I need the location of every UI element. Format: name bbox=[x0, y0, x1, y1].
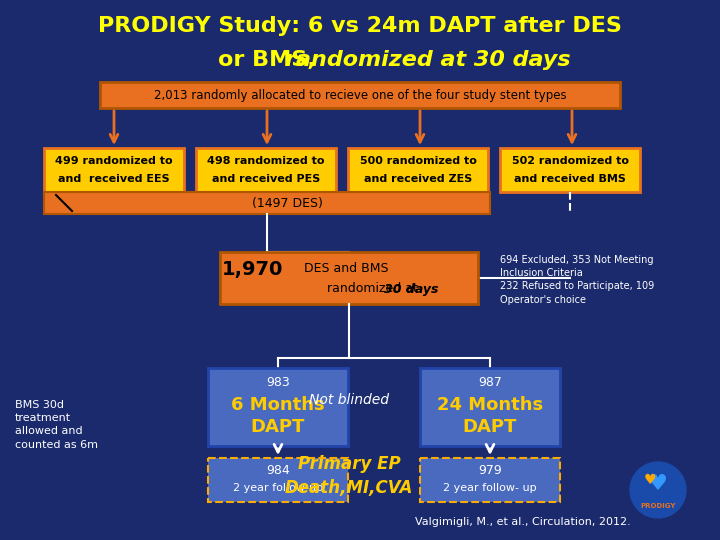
Text: 24 Months
DAPT: 24 Months DAPT bbox=[437, 396, 543, 436]
Text: DES and BMS: DES and BMS bbox=[300, 262, 389, 275]
Text: ♥: ♥ bbox=[648, 474, 668, 494]
Bar bbox=[44, 148, 184, 192]
Text: 502 randomized to: 502 randomized to bbox=[511, 156, 629, 166]
Text: 2 year follow- up: 2 year follow- up bbox=[444, 483, 537, 493]
Text: and received ZES: and received ZES bbox=[364, 174, 472, 184]
Text: 983: 983 bbox=[266, 375, 290, 388]
Bar bbox=[196, 148, 336, 192]
Bar bbox=[208, 458, 348, 502]
Text: 6 Months
DAPT: 6 Months DAPT bbox=[231, 396, 325, 436]
Bar bbox=[500, 148, 640, 192]
Text: and received BMS: and received BMS bbox=[514, 174, 626, 184]
Text: and  received EES: and received EES bbox=[58, 174, 170, 184]
Bar bbox=[420, 368, 560, 446]
Bar bbox=[44, 192, 490, 214]
Text: 2 year follow-up: 2 year follow-up bbox=[233, 483, 323, 493]
Bar bbox=[208, 368, 348, 446]
Bar bbox=[420, 458, 560, 502]
Text: randomized at: randomized at bbox=[327, 282, 422, 295]
Text: ♥: ♥ bbox=[644, 473, 656, 487]
Text: 987: 987 bbox=[478, 375, 502, 388]
Text: PRODIGY: PRODIGY bbox=[640, 503, 675, 509]
Text: or BMS,: or BMS, bbox=[218, 50, 323, 70]
Text: Not blinded: Not blinded bbox=[309, 393, 389, 407]
Text: 500 randomized to: 500 randomized to bbox=[359, 156, 477, 166]
Text: BMS 30d
treatment
allowed and
counted as 6m: BMS 30d treatment allowed and counted as… bbox=[15, 400, 98, 450]
Text: randomized at 30 days: randomized at 30 days bbox=[285, 50, 571, 70]
Text: 498 randomized to: 498 randomized to bbox=[207, 156, 325, 166]
Text: Primary EP
Death,MI,CVA: Primary EP Death,MI,CVA bbox=[285, 455, 413, 497]
Text: 2,013 randomly allocated to recieve one of the four study stent types: 2,013 randomly allocated to recieve one … bbox=[153, 89, 567, 102]
Text: (1497 DES): (1497 DES) bbox=[251, 197, 323, 210]
Text: 979: 979 bbox=[478, 464, 502, 477]
Text: 499 randomized to: 499 randomized to bbox=[55, 156, 173, 166]
Text: PRODIGY Study: 6 vs 24m DAPT after DES: PRODIGY Study: 6 vs 24m DAPT after DES bbox=[98, 16, 622, 36]
Bar bbox=[220, 252, 478, 304]
Text: 984: 984 bbox=[266, 464, 290, 477]
Text: 30 days: 30 days bbox=[384, 282, 438, 295]
Text: and received PES: and received PES bbox=[212, 174, 320, 184]
Bar bbox=[348, 148, 488, 192]
Text: 694 Excluded, 353 Not Meeting
Inclusion Criteria
232 Refused to Participate, 109: 694 Excluded, 353 Not Meeting Inclusion … bbox=[500, 255, 654, 305]
Text: Valgimigli, M., et al., Circulation, 2012.: Valgimigli, M., et al., Circulation, 201… bbox=[415, 517, 631, 527]
Circle shape bbox=[630, 462, 686, 518]
Bar bbox=[100, 82, 620, 108]
Text: 1,970: 1,970 bbox=[221, 260, 283, 279]
